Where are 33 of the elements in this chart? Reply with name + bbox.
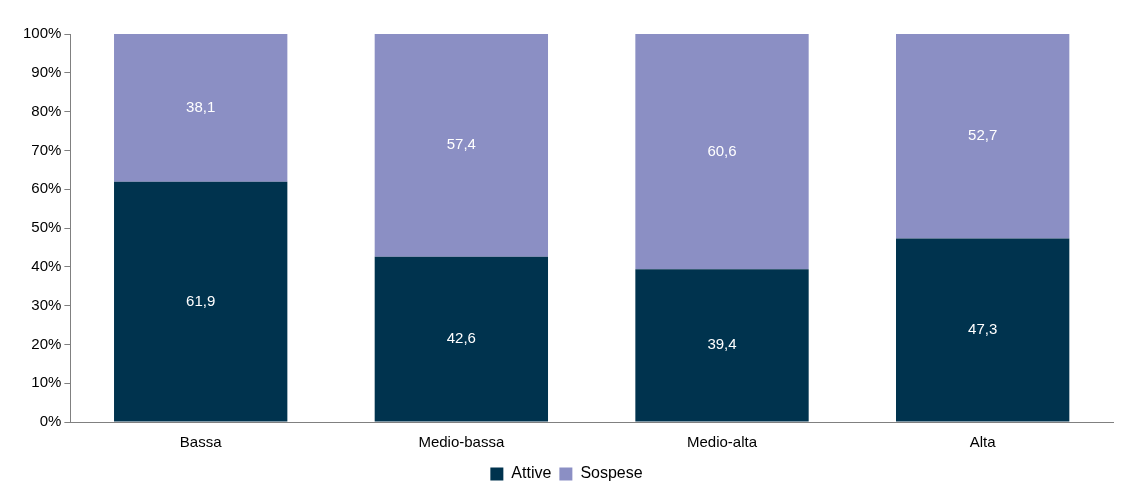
data-label: 39,4 bbox=[707, 335, 737, 353]
bar bbox=[635, 34, 809, 270]
y-tick-label: 10% bbox=[31, 373, 62, 391]
x-tick-label: Medio-bassa bbox=[418, 433, 505, 451]
bar bbox=[896, 238, 1070, 422]
y-tick-label: 100% bbox=[22, 24, 62, 42]
y-tick-label: 30% bbox=[31, 295, 62, 313]
y-tick-label: 70% bbox=[31, 140, 62, 158]
y-tick-label: 40% bbox=[31, 256, 62, 274]
bar bbox=[896, 34, 1070, 239]
data-label: 60,6 bbox=[707, 141, 737, 159]
y-tick-label: 0% bbox=[39, 412, 62, 430]
legend-label: Attive bbox=[511, 464, 552, 482]
y-tick-label: 20% bbox=[31, 334, 62, 352]
bar bbox=[114, 34, 288, 182]
bar bbox=[114, 181, 288, 422]
bar bbox=[374, 256, 549, 422]
data-label: 42,6 bbox=[446, 329, 476, 347]
data-label: 61,9 bbox=[186, 291, 216, 309]
y-tick-label: 60% bbox=[31, 179, 62, 197]
data-label: 47,3 bbox=[968, 320, 998, 338]
data-label: 52,7 bbox=[968, 126, 998, 144]
bar bbox=[374, 34, 549, 257]
x-tick-label: Bassa bbox=[179, 433, 223, 451]
y-tick-label: 80% bbox=[31, 101, 62, 119]
legend-label: Sospese bbox=[580, 464, 643, 482]
bar bbox=[635, 269, 809, 422]
y-tick-label: 50% bbox=[31, 218, 62, 236]
x-tick-label: Medio-alta bbox=[686, 433, 758, 451]
y-tick-label: 90% bbox=[31, 62, 62, 80]
x-tick-label: Alta bbox=[969, 433, 997, 451]
data-label: 57,4 bbox=[446, 135, 476, 153]
data-label: 38,1 bbox=[186, 98, 216, 116]
